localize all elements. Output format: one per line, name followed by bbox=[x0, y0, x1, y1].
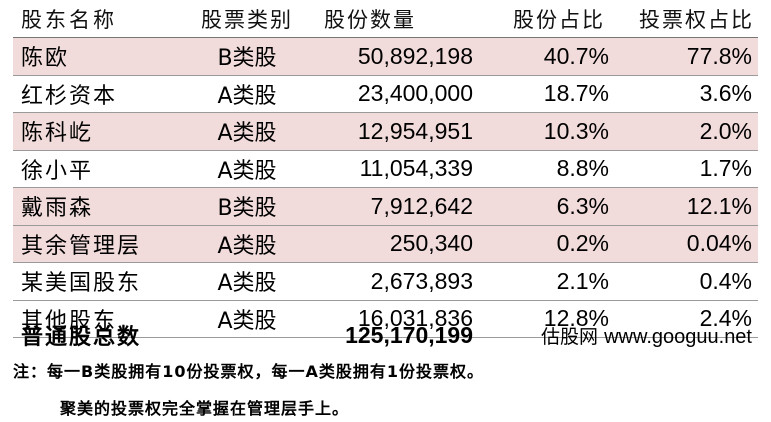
total-value: 125,170,199 bbox=[345, 321, 473, 348]
cell-shares: 12,954,951 bbox=[357, 117, 473, 144]
footnote-voting: 注：每一B类股拥有10份投票权，每一A类股拥有1份投票权。 bbox=[13, 362, 484, 381]
source-credit: 估股网 www.googuu.net bbox=[481, 322, 758, 349]
cell-class: A类股 bbox=[217, 83, 277, 109]
cell-vote: 3.6% bbox=[699, 80, 752, 107]
cell-shares: 7,912,642 bbox=[370, 192, 473, 219]
total-label: 普通股总数 bbox=[21, 325, 142, 350]
cell-vote: 0.4% bbox=[699, 267, 752, 294]
cell-pct: 2.1% bbox=[556, 267, 609, 294]
cell-shares: 16,031,836 bbox=[357, 305, 473, 332]
cell-shares: 11,054,339 bbox=[359, 155, 473, 182]
source-url: www.googuu.net bbox=[604, 325, 752, 348]
cell-shares: 250,340 bbox=[389, 230, 473, 257]
cell-vote: 77.8% bbox=[686, 42, 752, 69]
cell-vote: 0.04% bbox=[686, 230, 752, 257]
total-row: 普通股总数 125,170,199 估股网 www.googuu.net bbox=[13, 318, 758, 352]
cell-vote: 2.0% bbox=[699, 117, 752, 144]
table-row: 其余管理层 A类股 250,340 0.2% 0.04% bbox=[13, 225, 758, 263]
table-row: 陈科屹 A类股 12,954,951 10.3% 2.0% bbox=[13, 113, 758, 151]
cell-pct: 40.7% bbox=[543, 42, 609, 69]
header-vote: 投票权占比 bbox=[639, 7, 754, 32]
table-row: 某美国股东 A类股 2,673,893 2.1% 0.4% bbox=[13, 263, 758, 301]
header-class: 股票类别 bbox=[201, 7, 293, 32]
cell-name: 戴雨森 bbox=[21, 196, 94, 222]
shareholder-table: 股东名称 股票类别 股份数量 股份占比 投票权占比 陈欧 B类股 50,892,… bbox=[13, 0, 758, 338]
cell-pct: 0.2% bbox=[556, 230, 609, 257]
cell-class: B类股 bbox=[217, 196, 277, 222]
cell-pct: 18.7% bbox=[543, 80, 609, 107]
cell-name: 红杉资本 bbox=[21, 83, 118, 109]
source-name: 估股网 bbox=[541, 325, 599, 348]
cell-shares: 23,400,000 bbox=[357, 80, 473, 107]
table-row: 陈欧 B类股 50,892,198 40.7% 77.8% bbox=[13, 38, 758, 76]
cell-name: 其余管理层 bbox=[21, 233, 142, 259]
cell-vote: 1.7% bbox=[699, 155, 752, 182]
cell-name: 徐小平 bbox=[21, 158, 94, 184]
table-row: 徐小平 A类股 11,054,339 8.8% 1.7% bbox=[13, 151, 758, 188]
header-name: 股东名称 bbox=[21, 7, 117, 32]
table-header: 股东名称 股票类别 股份数量 股份占比 投票权占比 bbox=[13, 0, 758, 38]
cell-name: 陈科屹 bbox=[21, 121, 94, 147]
cell-pct: 12.8% bbox=[543, 305, 609, 332]
cell-name: 其他股东 bbox=[21, 308, 118, 334]
cell-shares: 2,673,893 bbox=[370, 267, 473, 294]
cell-class: A类股 bbox=[217, 121, 277, 147]
cell-vote: 12.1% bbox=[686, 192, 752, 219]
cell-name: 某美国股东 bbox=[21, 271, 142, 297]
table-row: 其他股东 A类股 16,031,836 12.8% 2.4% bbox=[13, 301, 758, 338]
cell-class: A类股 bbox=[217, 308, 277, 334]
footnote-control: 聚美的投票权完全掌握在管理层手上。 bbox=[60, 399, 350, 418]
cell-shares: 50,892,198 bbox=[357, 42, 473, 69]
cell-pct: 10.3% bbox=[543, 117, 609, 144]
table-row: 戴雨森 B类股 7,912,642 6.3% 12.1% bbox=[13, 188, 758, 226]
header-shares: 股份数量 bbox=[324, 7, 416, 32]
cell-pct: 8.8% bbox=[556, 155, 609, 182]
cell-vote: 2.4% bbox=[699, 305, 752, 332]
cell-pct: 6.3% bbox=[556, 192, 609, 219]
cell-class: A类股 bbox=[217, 271, 277, 297]
table-row: 红杉资本 A类股 23,400,000 18.7% 3.6% bbox=[13, 76, 758, 113]
cell-class: B类股 bbox=[217, 46, 277, 72]
cell-name: 陈欧 bbox=[21, 46, 70, 72]
cell-class: A类股 bbox=[217, 233, 277, 259]
cell-class: A类股 bbox=[217, 158, 277, 184]
header-pct: 股份占比 bbox=[513, 7, 605, 32]
